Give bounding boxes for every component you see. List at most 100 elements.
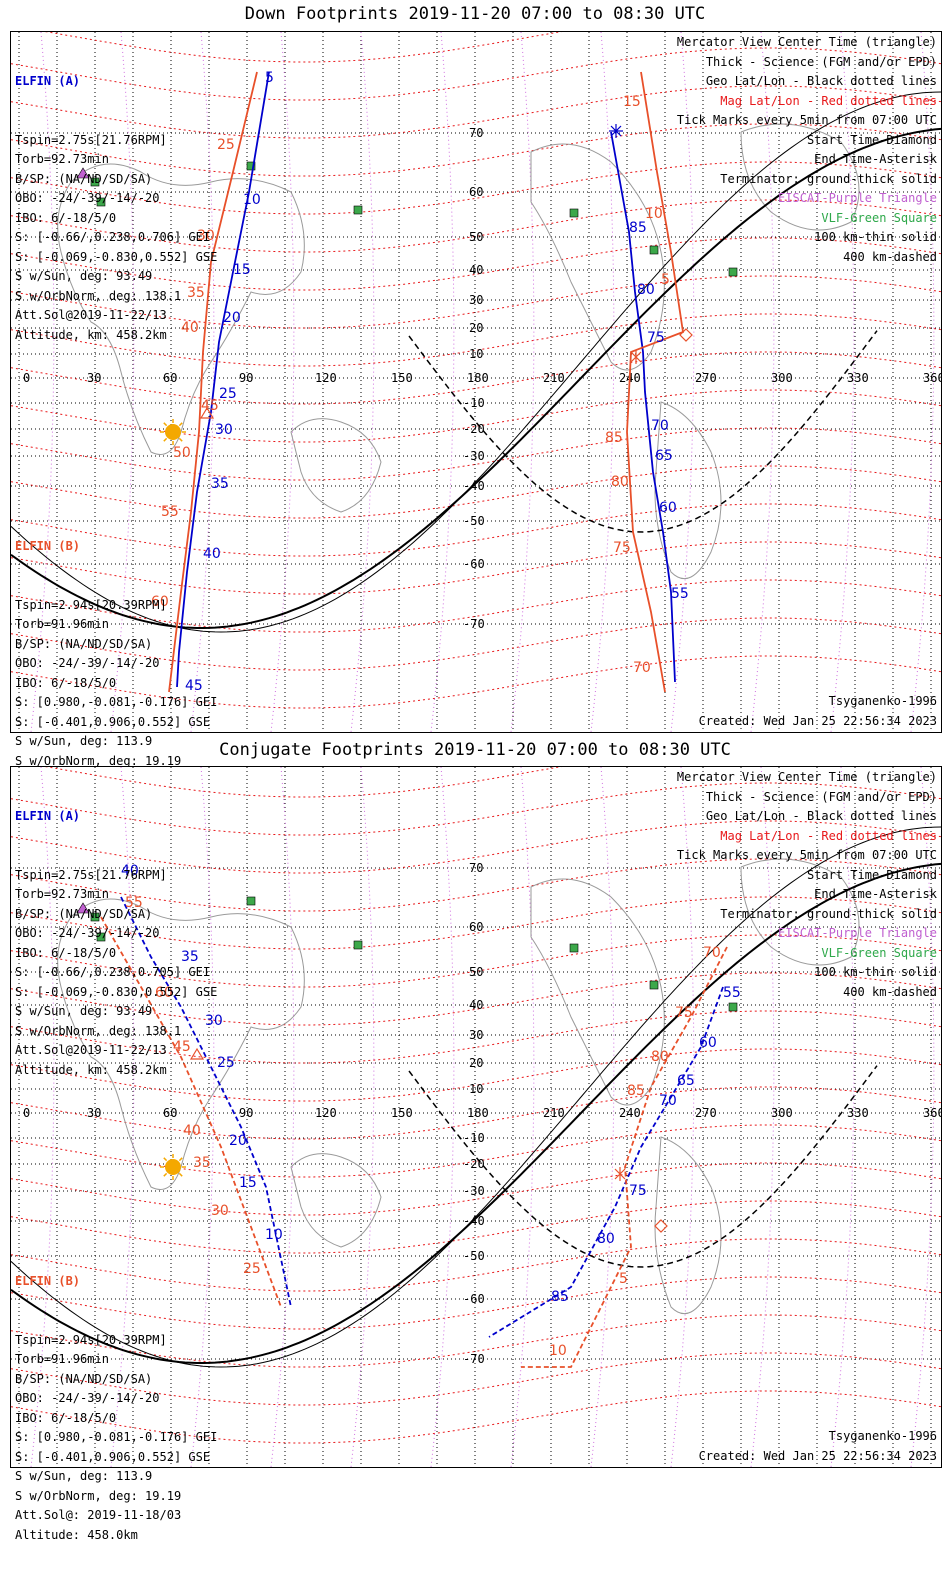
lat-tick-label: -20 [463, 1157, 485, 1171]
sun-ray [178, 1172, 183, 1177]
legend-line: 400 km-dashed [843, 249, 937, 264]
info-line: S: [-0.401,0.906,0.552] GSE [15, 714, 211, 729]
elfin-a-tick-label: 10 [243, 192, 261, 208]
legend-line: Start Time-Diamond [806, 132, 937, 147]
info-line: Altitude, km: 458.2km [15, 327, 167, 342]
eiscat-triangle [76, 167, 90, 179]
coastline [57, 898, 305, 1190]
terminator-400km [408, 1065, 878, 1268]
elfin-a-tick-label: 40 [121, 863, 139, 879]
elfin-a-tick-label: 80 [637, 282, 655, 298]
lat-tick-label: 40 [469, 263, 483, 277]
elfin-a-tick-label: 20 [223, 310, 241, 326]
mag-parallel [11, 1390, 941, 1444]
end-time-asterisk [614, 1167, 626, 1181]
info-line: S: [-0.66/,0.238,0.706] GEI [15, 230, 211, 244]
elfin-b-tick-label: 75 [613, 540, 631, 556]
elfin-b-tick-label: 10 [645, 206, 663, 222]
elfin-b-tick-label: 5 [661, 272, 670, 288]
coastline [740, 858, 860, 966]
end-time-asterisk [609, 124, 623, 138]
mag-meridian [590, 32, 615, 732]
vlf-station-square [90, 912, 100, 922]
lat-tick-label: 10 [469, 347, 483, 361]
elfin-a-params: Tspin=2.75s[21.76RPM] Torb=92.73min B/SP: … [15, 866, 217, 1081]
center-time-triangle [189, 1047, 205, 1060]
end-time-asterisk [630, 350, 642, 364]
vlf-station-square [96, 932, 106, 942]
elfin-b-tick-label: 80 [651, 1049, 669, 1065]
lon-tick-label: 150 [391, 1106, 413, 1120]
lon-tick-label: 30 [87, 371, 101, 385]
lat-tick-label: 30 [469, 1028, 483, 1042]
legend-line: Terminator: ground-thick solid [720, 906, 937, 921]
elfin-a-tick-label: 60 [659, 500, 677, 516]
mag-meridian [510, 767, 535, 1467]
info-line: S: [0.980,-0.081,-0.176] GEI [15, 695, 218, 709]
info-line: S w/OrbNorm, deg: 19.19 [15, 1488, 182, 1503]
lat-tick-label: 10 [469, 1082, 483, 1096]
elfin-a-tick-label: 30 [205, 1013, 223, 1029]
elfin-a-tick-label: 70 [651, 418, 669, 434]
mag-meridian [430, 32, 455, 732]
lon-tick-label: 300 [771, 371, 793, 385]
info-line: S w/Sun, deg: 113.9 [15, 1469, 153, 1483]
mag-meridian [350, 32, 375, 732]
lon-tick-label: 180 [467, 1106, 489, 1120]
mag-parallel [11, 1162, 941, 1216]
info-line: S w/OrbNorm, deg: 19.19 [15, 753, 182, 768]
lat-tick-label: -20 [463, 422, 485, 436]
lat-tick-label: -60 [463, 557, 485, 571]
info-line: OBO: -24/-39/-14/-20 [15, 656, 160, 670]
start-time-diamond [679, 328, 693, 342]
mag-meridian [430, 767, 455, 1467]
mag-parallel [11, 1276, 941, 1330]
vlf-station-square [569, 208, 579, 218]
info-line: Altitude, km: 458.2km [15, 1062, 167, 1077]
mag-parallel [11, 617, 941, 671]
terminator-100km [11, 91, 941, 633]
elfin-b-tick-label: 45 [173, 1039, 191, 1055]
lon-tick-label: 330 [847, 1106, 869, 1120]
sun-ray [163, 1157, 168, 1162]
elfin-a-track [610, 131, 676, 683]
mag-meridian [590, 767, 615, 1467]
legend-line: End Time-Asterisk [814, 152, 937, 166]
elfin-a-track [176, 71, 270, 688]
lat-tick-label: -70 [463, 1352, 485, 1366]
mag-parallel [11, 1314, 941, 1368]
mag-parallel [11, 655, 941, 709]
model-label: Tsyganenko-1996 [828, 694, 937, 708]
mag-parallel [11, 85, 941, 139]
elfin-a-tick-label: 15 [239, 1175, 257, 1191]
info-line: B/SP: (NA/ND/SD/SA) [15, 906, 153, 921]
elfin-b-tick-label: 60 [155, 985, 173, 1001]
sun-ray [178, 422, 183, 427]
info-line: S w/Sun, deg: 113.9 [15, 734, 153, 748]
lon-tick-label: 0 [23, 371, 30, 385]
elfin-b-tick-label: 25 [243, 1261, 261, 1277]
mag-parallel [11, 934, 941, 988]
lat-tick-label: 70 [469, 126, 483, 140]
legend-line: Mercator View Center Time (triangle) [676, 770, 937, 784]
lat-tick-label: -50 [463, 1249, 485, 1263]
eiscat-triangle [76, 902, 90, 914]
info-line: IBO: 6/-18/5/0 [15, 945, 117, 960]
mag-parallel [11, 1352, 941, 1406]
elfin-b-track [100, 916, 282, 1308]
legend-line: Mercator View Center Time (triangle) [676, 35, 937, 49]
elfin-a-tick-label: 40 [203, 546, 221, 562]
mag-parallel [11, 161, 941, 215]
lon-tick-label: 0 [23, 1106, 30, 1120]
info-line: Tspin=2.75s[21.76RPM] [15, 132, 167, 147]
legend-line: Geo Lat/Lon - Black dotted lines [705, 74, 937, 88]
elfin-b-tick-label: 35 [187, 285, 205, 301]
mag-meridian [350, 767, 375, 1467]
info-line: Tspin=2.94s[20.39RPM] [15, 597, 167, 612]
lat-tick-label: 40 [469, 998, 483, 1012]
lon-tick-label: 150 [391, 371, 413, 385]
mag-parallel [11, 275, 941, 329]
elfin-b-tick-label: 30 [211, 1203, 229, 1219]
info-line: S: [-0.069,-0.830,0.552] GSE [15, 249, 218, 264]
terminator-100km [11, 826, 941, 1368]
